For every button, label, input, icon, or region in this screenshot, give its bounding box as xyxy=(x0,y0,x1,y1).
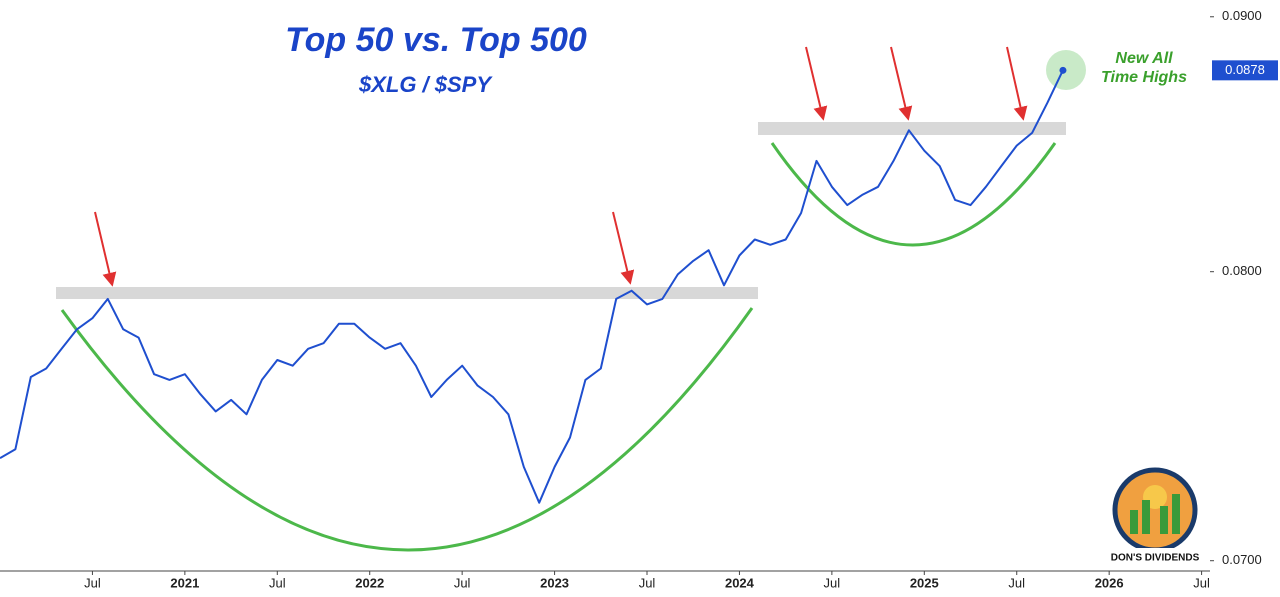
arrow xyxy=(1006,46,1028,121)
x-tick-label: 2022 xyxy=(355,575,384,590)
last-point xyxy=(1059,66,1067,74)
logo-text: DON'S DIVIDENDS xyxy=(1111,553,1200,564)
arrows xyxy=(94,46,1028,287)
x-tick-label: Jul xyxy=(1008,575,1025,590)
x-tick-label: 2024 xyxy=(725,575,755,590)
resistance-band xyxy=(56,287,758,299)
y-tick-label: 0.0800 xyxy=(1222,263,1262,278)
logo-banner xyxy=(1098,548,1212,566)
chart-title: Top 50 vs. Top 500 xyxy=(285,21,587,59)
arrow xyxy=(805,46,828,121)
x-tick-label: Jul xyxy=(639,575,656,590)
value-tag xyxy=(1212,60,1278,81)
y-tick-label: 0.0700 xyxy=(1222,552,1262,567)
x-tick-label: Jul xyxy=(454,575,471,590)
x-tick-label: Jul xyxy=(84,575,101,590)
logo-badge xyxy=(1112,467,1198,553)
annotation: Time Highs xyxy=(1101,69,1187,86)
logo-bar xyxy=(1160,506,1168,534)
logo-bar xyxy=(1130,510,1138,534)
line-series xyxy=(0,69,1064,504)
cup-curve xyxy=(60,307,754,552)
logo-bar xyxy=(1142,500,1150,534)
chart-subtitle: $XLG / $SPY xyxy=(358,72,493,97)
x-tick-label: 2021 xyxy=(170,575,199,590)
x-tick-label: 2026 xyxy=(1095,575,1124,590)
arrow xyxy=(94,211,117,287)
logo: DON'S DIVIDENDS xyxy=(1098,467,1212,566)
x-tick-label: Jul xyxy=(1193,575,1210,590)
x-tick-label: Jul xyxy=(824,575,841,590)
annotation: New All xyxy=(1115,50,1173,67)
logo-bar xyxy=(1172,494,1180,534)
resistance-band xyxy=(758,122,1066,135)
arrow xyxy=(890,46,913,121)
cup-curve xyxy=(770,142,1057,247)
x-tick-label: 2023 xyxy=(540,575,569,590)
value-tag-label: 0.0878 xyxy=(1225,62,1265,77)
arrow xyxy=(612,211,635,285)
x-tick-label: 2025 xyxy=(910,575,939,590)
y-tick-label: 0.0900 xyxy=(1222,8,1262,23)
x-tick-label: Jul xyxy=(269,575,286,590)
